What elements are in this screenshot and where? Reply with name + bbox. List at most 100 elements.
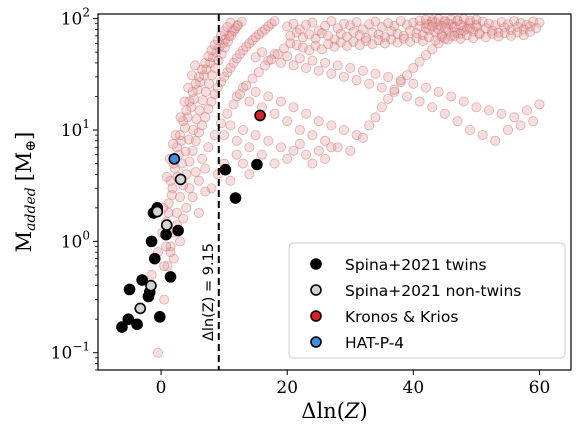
background-point [205,57,216,68]
background-point [207,70,218,81]
background-point [515,18,526,29]
background-point [190,166,201,177]
background-point [269,16,280,27]
background-point [316,28,327,39]
background-point [190,78,201,89]
background-point [367,39,378,50]
background-point [201,64,212,75]
background-point [244,38,255,49]
background-point [528,16,539,27]
legend-marker [310,336,322,348]
background-point [395,16,406,27]
series-point-0 [145,235,158,248]
background-point [282,116,293,127]
background-point [398,30,409,41]
background-point [263,55,274,66]
series-point-0 [123,283,136,296]
background-point [238,45,249,56]
background-point [159,261,170,272]
background-point [159,294,170,305]
background-point [367,27,378,38]
background-point [288,145,299,156]
background-point [222,22,233,33]
background-point [301,108,312,119]
background-point [195,76,206,87]
background-point [455,33,466,44]
background-point [443,18,454,29]
background-point [171,207,182,218]
background-point [294,53,305,64]
background-point [480,32,491,43]
background-point [193,207,204,218]
plot-frame [97,13,572,371]
background-point [427,16,438,27]
background-point [471,102,482,113]
background-cloud-layer [146,14,545,358]
background-point [458,25,469,36]
background-point [244,169,255,180]
background-point [515,120,526,131]
background-point [219,42,230,53]
background-point [184,156,195,167]
series-layer [116,109,266,333]
background-point [493,27,504,38]
background-point [209,39,220,50]
background-point [166,190,177,201]
series-point-0 [251,158,263,171]
background-point [439,33,450,44]
series-point-0 [148,252,161,265]
background-point [184,96,195,107]
background-point [215,118,226,129]
background-point [496,108,507,119]
y-tick-label: 100 [61,228,90,252]
background-point [389,86,400,97]
background-point [351,17,362,28]
background-point [187,86,198,97]
background-point [206,183,217,194]
background-point [417,35,428,46]
legend-label: HAT-P-4 [345,334,404,352]
y-tick-label: 101 [61,117,90,141]
background-point [244,96,255,107]
background-point [217,38,228,49]
background-point [297,32,308,43]
background-point [430,17,441,28]
background-point [338,18,349,29]
background-point [307,158,318,169]
background-point [443,24,454,35]
y-axis-label-unit: [M [12,152,36,182]
background-point [518,30,529,41]
background-point [357,65,368,76]
legend-marker [310,310,322,322]
background-point [490,135,501,146]
background-point [285,38,296,49]
background-point [528,116,539,127]
background-point [414,15,425,26]
background-point [226,26,237,37]
background-point [433,86,444,97]
background-point [238,158,249,169]
background-point [224,30,235,41]
background-point [452,15,463,26]
background-point [231,53,242,64]
background-point [458,20,469,31]
background-point [417,30,428,41]
y-axis-ticks: 10−1 100 101 102 [51,6,98,371]
background-point [439,108,450,119]
background-point [342,31,353,42]
background-point [383,18,394,29]
background-point [452,28,463,39]
background-point [294,24,305,35]
background-point [206,45,217,56]
background-point [449,22,460,33]
background-point [405,25,416,36]
background-point [167,183,178,194]
background-point [427,102,438,113]
background-point [477,130,488,141]
background-point [521,19,532,30]
background-point [241,41,252,52]
background-point [193,71,204,82]
background-point [272,49,283,60]
background-point [163,198,174,209]
background-point [310,40,321,51]
